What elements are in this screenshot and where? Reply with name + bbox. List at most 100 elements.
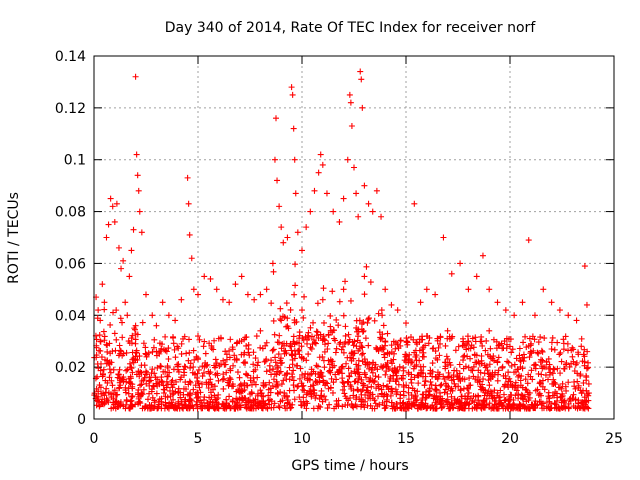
data-point [302,333,309,340]
data-point [311,187,318,194]
data-point [555,384,562,391]
data-point [300,314,307,321]
data-point [566,363,573,370]
data-point [529,401,536,408]
data-point [417,404,424,411]
data-point [187,364,194,371]
data-point [378,335,385,342]
data-point [340,312,347,319]
data-point [522,386,529,393]
data-point [327,323,334,330]
data-point [547,369,554,376]
data-point [403,352,410,359]
data-point [289,351,296,358]
data-point [115,371,122,378]
data-point [463,400,470,407]
data-point [159,379,166,386]
x-axis-label: GPS time / hours [291,458,408,474]
data-point [486,361,493,368]
data-point [408,371,415,378]
data-point [165,312,172,319]
data-point [487,355,494,362]
data-point [450,404,457,411]
data-point [389,405,396,412]
data-point [268,357,275,364]
data-point [408,379,415,386]
y-tick-label: 0.14 [55,49,86,65]
data-point [109,382,116,389]
data-point [535,339,542,346]
data-point [215,335,222,342]
data-point [219,296,226,303]
data-point [352,378,359,385]
data-point [435,373,442,380]
data-point [208,389,215,396]
data-point [531,312,538,319]
data-point [548,299,555,306]
data-point [298,343,305,350]
data-point [159,341,166,348]
x-tick-label: 15 [397,431,415,447]
data-point [295,347,302,354]
data-point [507,336,514,343]
data-point [385,365,392,372]
data-point [482,347,489,354]
data-point [100,328,107,335]
data-point [382,371,389,378]
data-point [352,370,359,377]
data-point [258,390,265,397]
data-point [153,380,160,387]
data-point [558,358,565,365]
data-point [532,365,539,372]
data-point [367,279,374,286]
data-point [348,349,355,356]
data-point [507,343,513,350]
data-point [581,394,588,401]
data-point [551,392,558,399]
data-point [505,369,512,376]
data-point [175,361,182,368]
x-tick-label: 10 [293,431,311,447]
data-point [540,286,547,293]
data-point [376,401,383,408]
data-point [410,336,417,343]
data-point [444,401,451,408]
data-point [390,338,397,345]
data-point [557,370,564,377]
data-point [211,337,218,344]
data-point [371,317,378,324]
data-point [573,359,580,366]
data-point [97,367,104,374]
data-point [359,351,366,358]
data-point [106,361,113,368]
data-point [423,333,430,340]
data-point [500,372,507,379]
data-point [517,377,524,384]
data-point [321,364,328,371]
data-point [342,332,349,339]
data-point [381,351,388,358]
data-point [111,330,118,337]
data-point [438,381,445,388]
data-point [269,347,276,354]
data-point [174,343,181,350]
data-point [487,388,494,395]
data-point [209,399,216,406]
data-point [257,387,264,394]
data-point [355,213,362,220]
data-point [554,394,561,401]
data-point [96,382,103,389]
data-point [451,380,458,387]
data-point [111,401,118,408]
data-point [339,363,346,370]
data-point [513,387,520,394]
data-point [266,379,273,386]
data-point [483,337,490,344]
data-point [303,391,310,398]
data-point [155,398,162,405]
data-point [188,255,195,262]
data-point [168,378,175,385]
data-point [565,379,572,386]
data-point [220,357,227,364]
x-tick-label: 0 [90,431,99,447]
